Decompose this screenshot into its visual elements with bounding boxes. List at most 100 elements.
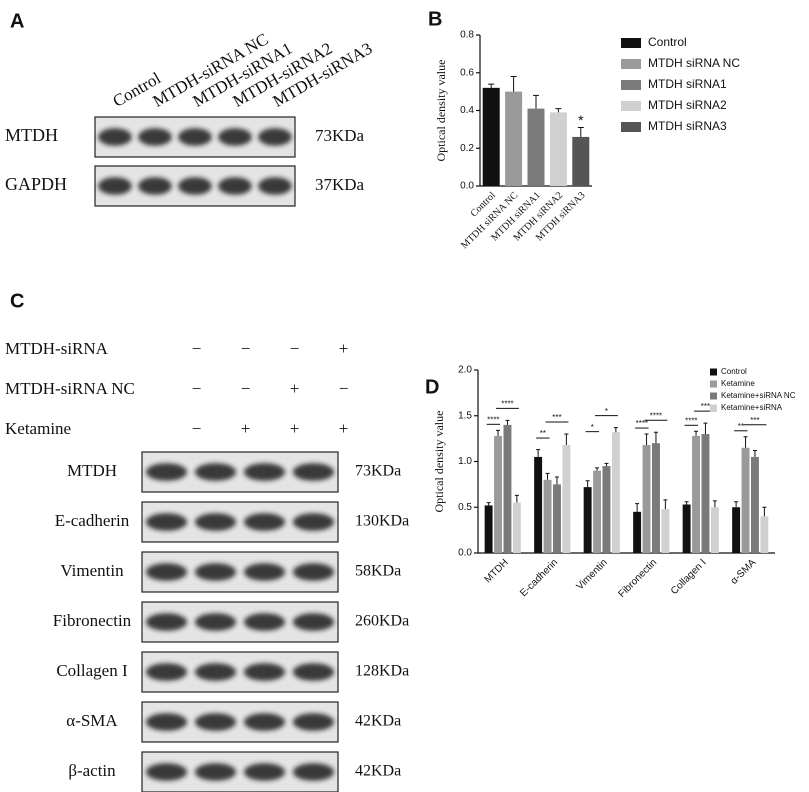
y-tick-label: 0.0 (460, 181, 474, 192)
error-bar (703, 422, 708, 435)
significance-label: ** (540, 429, 546, 438)
y-tick-label: 0.5 (458, 502, 472, 513)
blot-band (292, 513, 335, 531)
condition-state: − (241, 379, 251, 398)
legend-swatch (621, 101, 641, 111)
blot-band (194, 513, 237, 531)
error-bar (663, 499, 668, 510)
bar (760, 516, 769, 553)
significance-label: **** (650, 411, 662, 420)
panel-label: B (428, 8, 442, 30)
x-tick-label: α-SMA (729, 557, 759, 587)
error-bar (554, 476, 559, 485)
condition-state: + (339, 339, 349, 358)
error-bar (555, 108, 562, 113)
legend-swatch (710, 368, 717, 376)
blot-band (292, 713, 335, 731)
y-tick-label: 2.0 (458, 365, 472, 376)
bar (527, 108, 545, 186)
bar (534, 456, 543, 553)
blot-band (178, 177, 212, 195)
error-bar (734, 501, 739, 508)
bar (583, 487, 592, 553)
blot-band (194, 613, 237, 631)
blot-band (194, 763, 237, 781)
blot-band (218, 177, 252, 195)
blot-band (292, 763, 335, 781)
bar (701, 434, 710, 553)
significance-label: **** (501, 399, 513, 408)
y-tick-label: 0.6 (460, 67, 474, 78)
size-label: 42KDa (355, 713, 401, 730)
condition-state: − (290, 339, 300, 358)
bar (751, 456, 759, 553)
blot-band (145, 513, 188, 531)
blot-band (194, 463, 237, 481)
blot-band (145, 763, 188, 781)
error-bar (595, 467, 600, 471)
significance-label: * (591, 423, 594, 432)
condition-state: + (290, 419, 300, 438)
condition-label: MTDH-siRNA (5, 339, 109, 358)
legend-label: MTDH siRNA NC (648, 56, 740, 70)
condition-state: + (339, 419, 349, 438)
significance-label: **** (487, 415, 499, 424)
y-tick-label: 1.5 (458, 410, 472, 421)
legend-label: Ketamine+siRNA (721, 403, 783, 412)
y-axis-label: Optical density value (434, 60, 448, 162)
panel-label: A (10, 10, 24, 32)
legend-swatch (621, 122, 641, 132)
error-bar (577, 126, 584, 137)
error-bar (510, 76, 517, 92)
bar (692, 435, 700, 553)
blot-band (98, 128, 132, 146)
blot-band (243, 563, 286, 581)
row-label: Fibronectin (53, 611, 132, 630)
error-bar (564, 433, 569, 446)
condition-state: − (339, 379, 349, 398)
error-bar (585, 480, 590, 488)
x-tick-label: E-cadherin (518, 557, 560, 599)
bar (682, 504, 691, 553)
legend-swatch (621, 59, 641, 69)
panel-label: C (10, 290, 24, 312)
bar (553, 484, 561, 553)
legend-swatch (710, 392, 717, 400)
row-label: Vimentin (60, 561, 124, 580)
bar (741, 447, 750, 553)
significance-label: **** (685, 416, 697, 425)
condition-state: − (192, 379, 202, 398)
error-bar (743, 436, 748, 448)
error-bar (514, 494, 519, 503)
blot-band (292, 563, 335, 581)
bar (505, 91, 523, 186)
blot-band (145, 463, 188, 481)
row-label: α-SMA (66, 711, 118, 730)
panel-label: D (425, 376, 439, 398)
blot-band (138, 128, 172, 146)
bar (633, 511, 642, 553)
row-label: Collagen I (56, 661, 128, 680)
x-tick-label: Collagen Ⅰ (669, 557, 709, 597)
size-label: 42KDa (355, 763, 401, 780)
blot-band (243, 713, 286, 731)
bar (611, 432, 620, 553)
size-label: 73KDa (355, 463, 401, 480)
blot-band (138, 177, 172, 195)
error-bar (604, 462, 609, 467)
blot-band (145, 713, 188, 731)
blot-band (145, 563, 188, 581)
blot-band (98, 177, 132, 195)
error-bar (684, 501, 689, 505)
size-label: 73KDa (315, 126, 365, 145)
y-tick-label: 0.0 (458, 548, 472, 559)
error-bar (488, 83, 495, 88)
bar (503, 424, 512, 553)
error-bar (536, 449, 541, 457)
row-label: E-cadherin (55, 511, 130, 530)
condition-label: Ketamine (5, 419, 71, 438)
blot-band (292, 463, 335, 481)
blot-band (243, 613, 286, 631)
error-bar (533, 94, 539, 109)
